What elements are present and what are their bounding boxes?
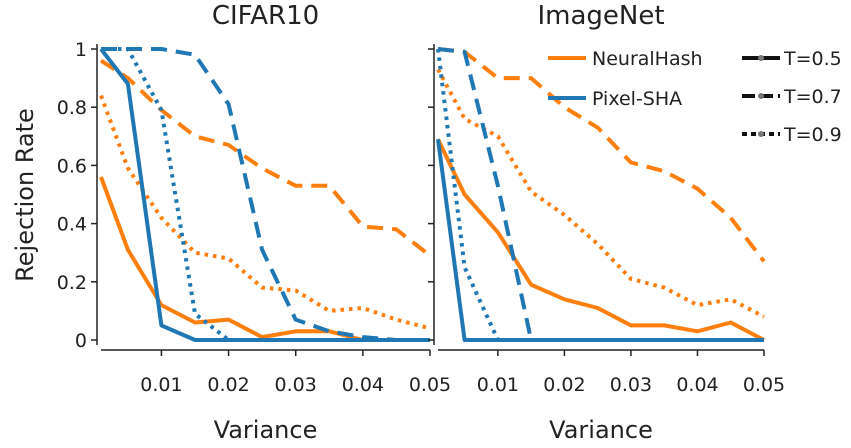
series-line-pixel-sha-t09 [436, 48, 764, 342]
x-tick-label: 0.04 [342, 374, 384, 396]
y-tick-label: 1 [75, 39, 87, 61]
x-tick-label: 0.03 [275, 374, 317, 396]
legend-marker [758, 131, 764, 137]
series-line-neuralhash-t07 [99, 58, 432, 258]
x-axis-label: Variance [214, 416, 318, 444]
x-tick-label: 0.05 [743, 374, 785, 396]
y-axis-label: Rejection Rate [11, 108, 39, 282]
legend-label: T=0.9 [783, 124, 842, 146]
series-line-neuralhash-t09 [99, 94, 431, 331]
panel-1: ImageNet 0.01 0.02 0.03 0.04 0.05 Variance [428, 1, 785, 444]
legend-label: NeuralHash [592, 48, 703, 70]
series-line-neuralhash-t09 [436, 68, 765, 319]
series-line-neuralhash-t07 [437, 47, 766, 263]
legend-label: Pixel-SHA [592, 88, 682, 110]
x-tick-label: 0.01 [477, 374, 519, 396]
x-tick-label: 0.03 [610, 374, 652, 396]
legend-label: T=0.7 [783, 86, 842, 108]
y-tick-label: 0.8 [57, 97, 87, 119]
x-tick-label: 0.02 [207, 374, 249, 396]
y-tick-label: 0.2 [57, 272, 87, 294]
x-tick-label: 0.05 [409, 374, 451, 396]
y-tick-label: 0.6 [57, 155, 87, 177]
series-line-pixel-sha-t09 [101, 47, 430, 342]
x-tick-label: 0.02 [543, 374, 585, 396]
series-line-pixel-sha-t05 [99, 47, 430, 342]
series-line-neuralhash-t05 [436, 138, 765, 342]
panel-0: CIFAR10 0 0.2 0.4 0.6 0.8 1 0.01 0.02 0.03 0.04 0.0… [57, 1, 451, 444]
panel-title: CIFAR10 [212, 1, 319, 31]
panel-title: ImageNet [537, 1, 664, 31]
x-tick-label: 0.01 [140, 374, 182, 396]
y-tick-label: 0 [75, 330, 87, 352]
y-tick-label: 0.4 [57, 214, 87, 236]
legend-label: T=0.5 [783, 48, 842, 70]
x-tick-label: 0.04 [676, 374, 718, 396]
legend: NeuralHash Pixel-SHA T=0.5 T=0.7 T=0.9 [548, 48, 842, 146]
legend-marker [758, 55, 764, 61]
legend-marker [758, 93, 764, 99]
chart-panels: CIFAR10 0 0.2 0.4 0.6 0.8 1 0.01 0.02 0.03 0.04 0.0… [57, 1, 785, 444]
series-line-pixel-sha-t07 [101, 47, 430, 342]
x-axis-label: Variance [549, 416, 653, 444]
